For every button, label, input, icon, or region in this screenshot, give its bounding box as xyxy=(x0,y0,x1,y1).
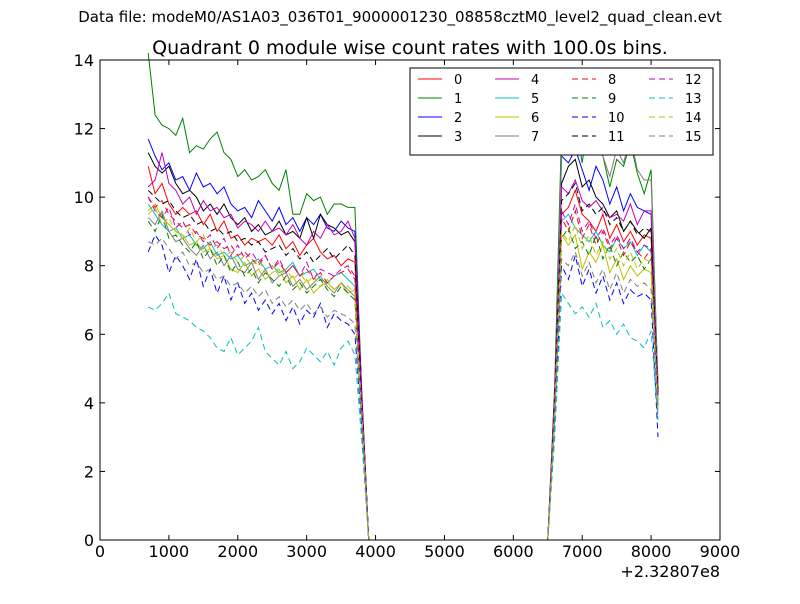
series-line-7 xyxy=(147,126,659,541)
legend-label-3: 3 xyxy=(454,130,462,145)
tick-layer: 0 1000 2000 3000 4000 5000 6000 7000 8000 9000 0 2 4… xyxy=(74,51,741,561)
y-tick-label: 10 xyxy=(74,188,94,207)
series-layer xyxy=(147,53,659,541)
series-line-4 xyxy=(147,152,659,541)
series-line-2 xyxy=(147,138,659,541)
x-tick-label: 4000 xyxy=(355,542,396,561)
legend-label-0: 0 xyxy=(454,73,462,88)
series-line-3 xyxy=(147,152,659,541)
x-tick-label: 9000 xyxy=(700,542,741,561)
legend-label-13: 13 xyxy=(685,92,702,107)
series-line-11 xyxy=(147,182,659,541)
series-line-6 xyxy=(147,203,659,541)
legend-label-14: 14 xyxy=(685,111,702,126)
legend-label-4: 4 xyxy=(531,73,539,88)
legend-label-6: 6 xyxy=(531,111,539,126)
legend-label-15: 15 xyxy=(685,130,702,145)
data-file-suptitle: Data file: modeM0/AS1A03_036T01_90000012… xyxy=(78,8,722,26)
x-tick-label: 2000 xyxy=(217,542,258,561)
legend-box xyxy=(409,67,714,156)
series-line-5 xyxy=(147,203,659,541)
series-line-8 xyxy=(147,196,659,541)
legend-label-10: 10 xyxy=(608,111,625,126)
series-line-10 xyxy=(147,233,659,541)
legend-label-11: 11 xyxy=(608,130,625,145)
x-tick-label: 6000 xyxy=(493,542,534,561)
x-tick-label: 1000 xyxy=(149,542,190,561)
x-tick-label: 7000 xyxy=(562,542,603,561)
series-line-14 xyxy=(147,206,659,541)
legend-label-7: 7 xyxy=(531,130,539,145)
x-tick-label: 5000 xyxy=(424,542,465,561)
y-tick-label: 2 xyxy=(84,462,94,481)
x-tick-label: 8000 xyxy=(631,542,672,561)
legend-label-1: 1 xyxy=(454,92,462,107)
series-line-12 xyxy=(147,196,659,541)
y-tick-label: 14 xyxy=(74,51,94,70)
y-tick-label: 4 xyxy=(84,394,94,413)
legend-label-8: 8 xyxy=(608,73,616,88)
series-line-13 xyxy=(147,291,659,541)
x-tick-label: 3000 xyxy=(286,542,327,561)
y-tick-label: 12 xyxy=(74,120,94,139)
legend-label-12: 12 xyxy=(685,73,702,88)
legend-label-9: 9 xyxy=(608,92,616,107)
y-tick-label: 6 xyxy=(84,325,94,344)
x-offset-label: +2.32807e8 xyxy=(620,562,720,581)
chart-title: Quadrant 0 module wise count rates with … xyxy=(152,37,668,59)
legend-label-5: 5 xyxy=(531,92,539,107)
y-tick-label: 0 xyxy=(84,531,94,550)
series-line-9 xyxy=(147,212,659,541)
legend-label-2: 2 xyxy=(454,111,462,126)
x-tick-label: 0 xyxy=(95,542,105,561)
plot-frame xyxy=(99,59,721,541)
series-line-0 xyxy=(147,166,659,541)
y-tick-label: 8 xyxy=(84,257,94,276)
